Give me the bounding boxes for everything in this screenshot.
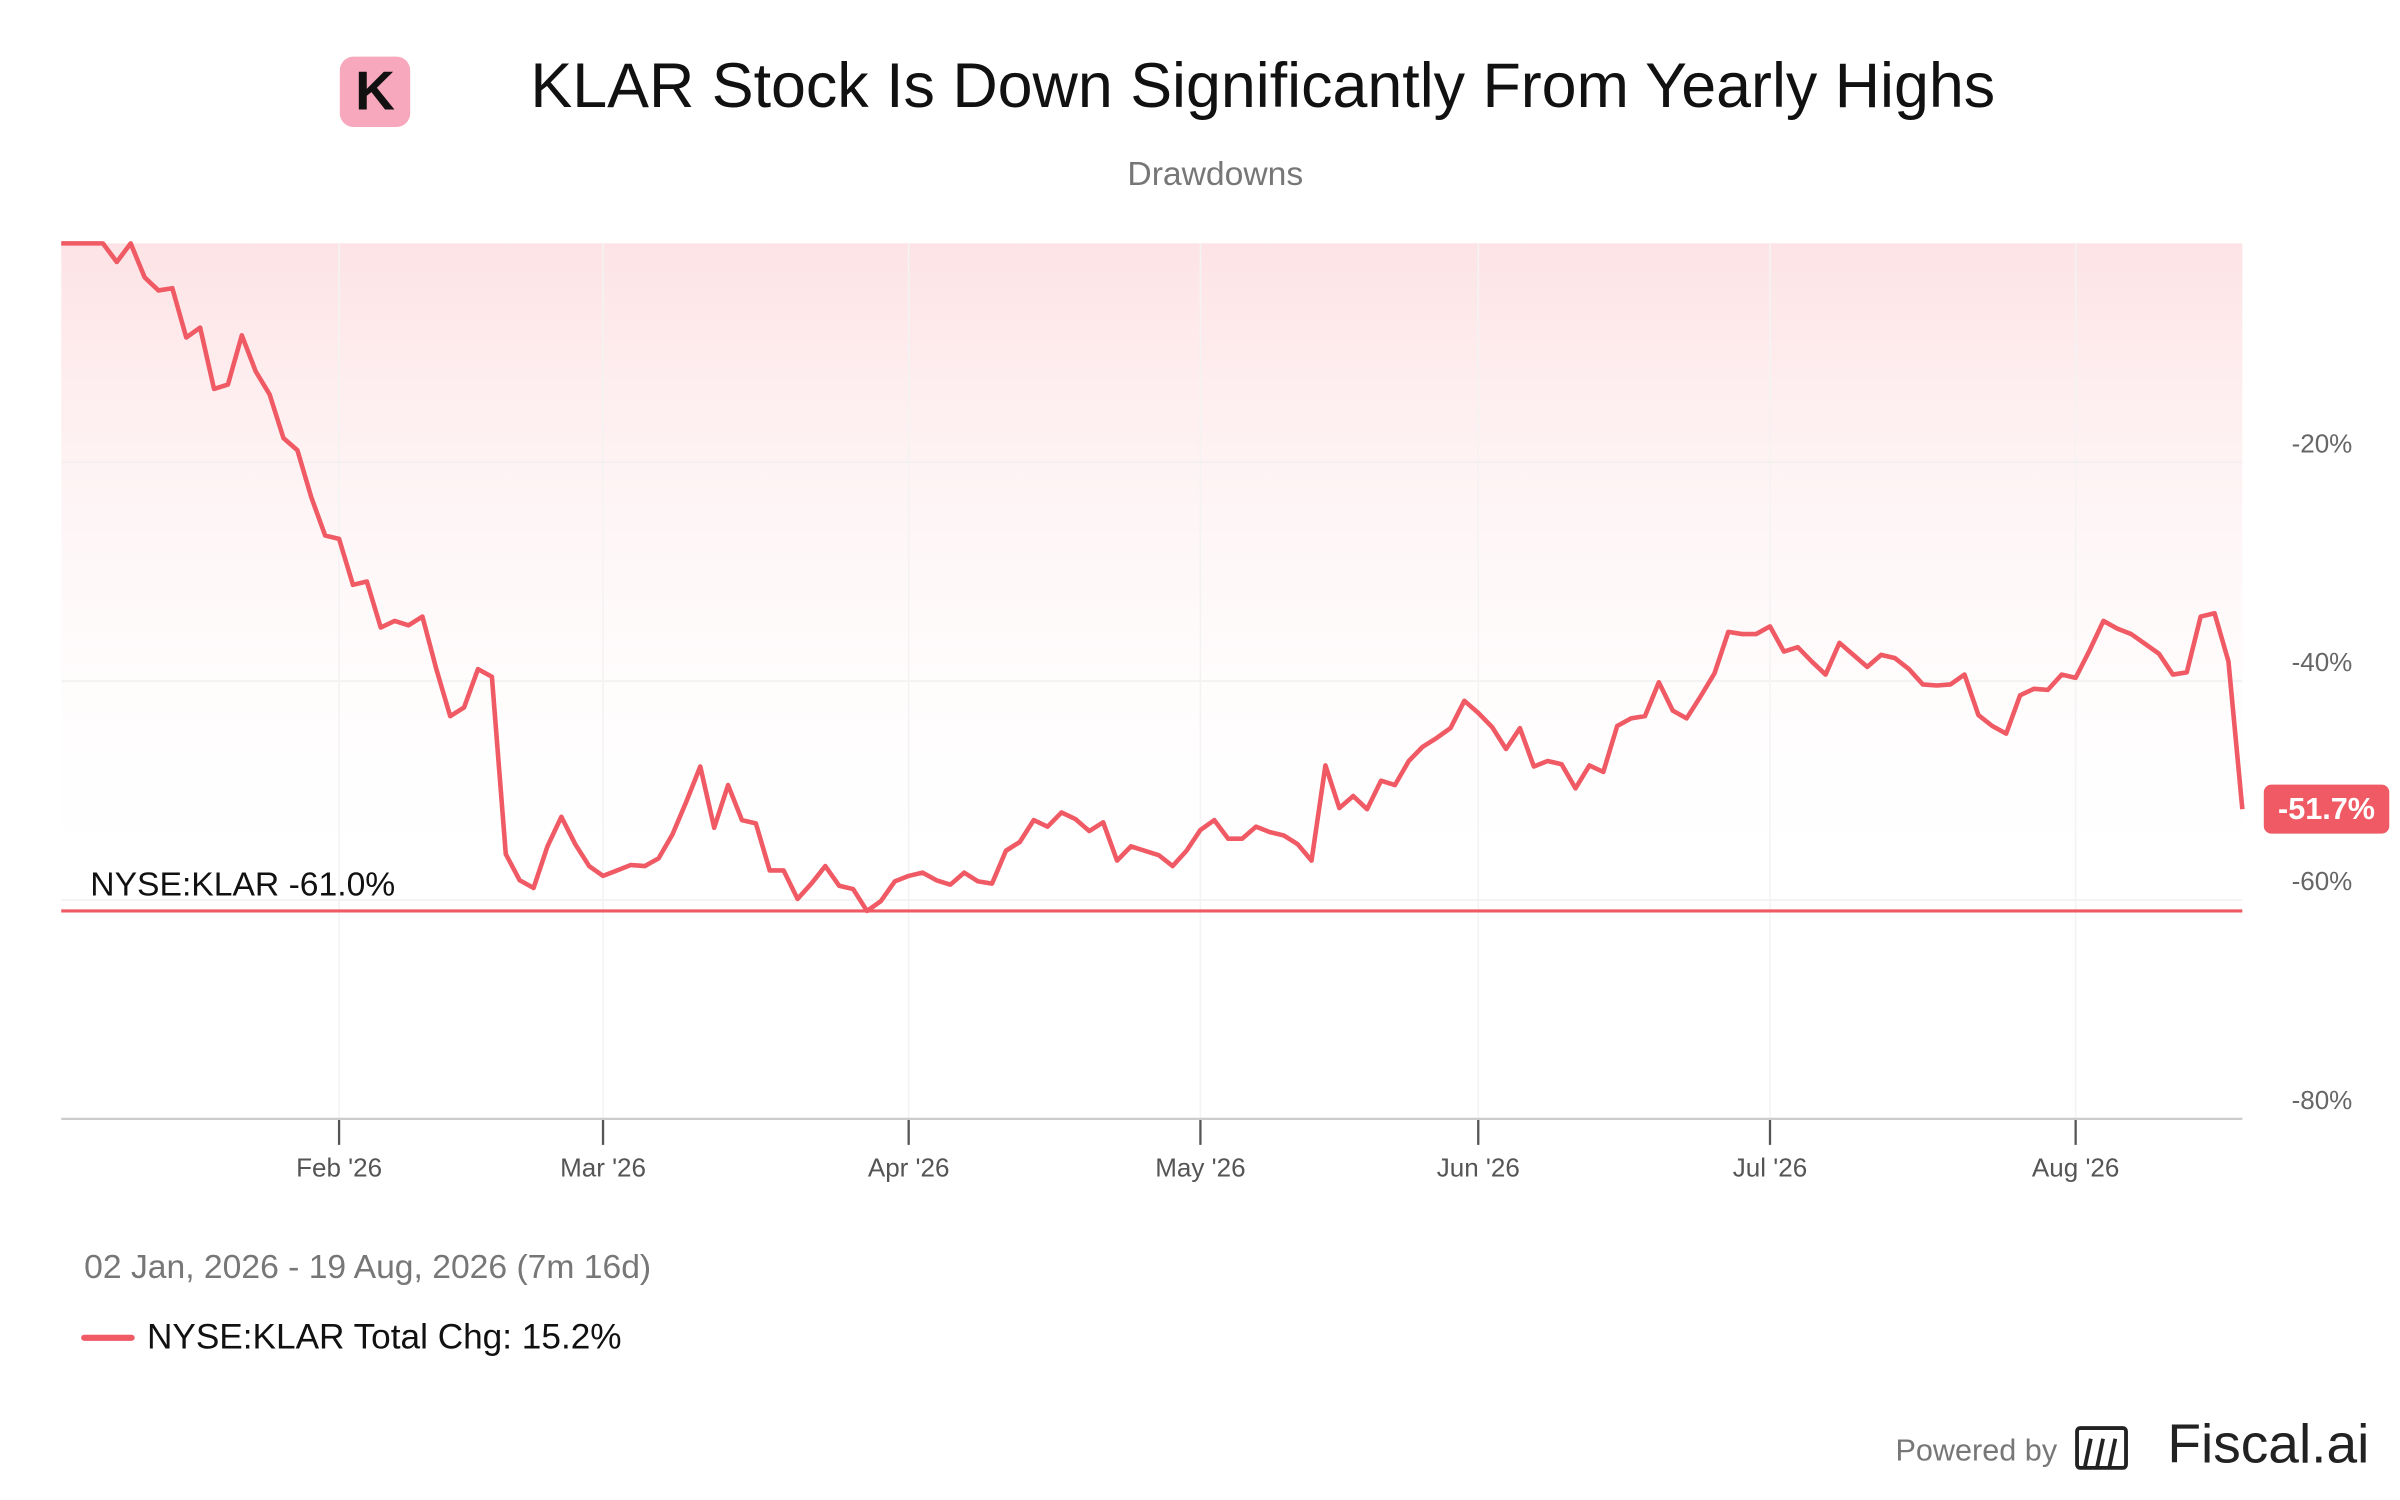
footer-icon xyxy=(2075,1426,2128,1470)
chart-title: KLAR Stock Is Down Significantly From Ye… xyxy=(530,51,1995,121)
legend-label: NYSE:KLAR Total Chg: 15.2% xyxy=(147,1318,622,1357)
end-label: -51.7% xyxy=(2278,792,2375,826)
logo-badge xyxy=(339,56,411,128)
drawdown-shade xyxy=(61,243,2243,911)
footer-prefix: Powered by xyxy=(1895,1434,2057,1468)
x-tick-label: Jul '26 xyxy=(1733,1152,1807,1182)
x-tick-label: Jun '26 xyxy=(1437,1152,1520,1182)
x-tick-label: Mar '26 xyxy=(560,1152,646,1182)
y-tick-label: -80% xyxy=(2292,1085,2353,1115)
chart-subtitle: Drawdowns xyxy=(1127,156,1303,193)
min-label: NYSE:KLAR -61.0% xyxy=(90,866,395,903)
series-line xyxy=(61,241,2245,914)
y-tick-label: -60% xyxy=(2292,866,2353,896)
date-range: 02 Jan, 2026 - 19 Aug, 2026 (7m 16d) xyxy=(84,1249,651,1286)
x-tick-label: Apr '26 xyxy=(868,1152,950,1182)
footer-brand: Fiscal.ai xyxy=(2167,1413,2369,1475)
logo: K xyxy=(355,59,395,121)
x-tick-label: Feb '26 xyxy=(296,1152,382,1182)
end-badge xyxy=(2263,784,2390,834)
x-tick-label: May '26 xyxy=(1155,1152,1245,1182)
y-tick-label: -40% xyxy=(2292,647,2353,677)
x-tick-label: Aug '26 xyxy=(2032,1152,2119,1182)
y-tick-label: -20% xyxy=(2292,428,2353,458)
